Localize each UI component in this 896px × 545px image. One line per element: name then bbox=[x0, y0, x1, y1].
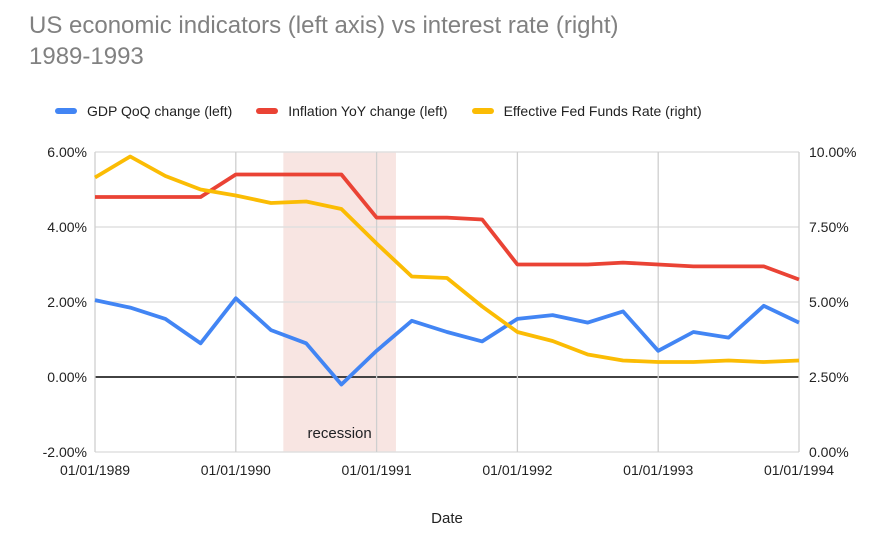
x-axis-tick-label: 01/01/1992 bbox=[482, 462, 552, 478]
line-chart: 6.00% 4.00% 2.00% 0.00% -2.00% 10.00% 7.50% 5.0… bbox=[43, 144, 857, 527]
gdp-legend-marker-icon bbox=[55, 108, 77, 114]
y-axis-left-tick-label: 0.00% bbox=[47, 369, 87, 385]
fed-funds-line bbox=[94, 154, 800, 364]
y-axis-left-tick-label: 2.00% bbox=[47, 294, 87, 310]
y-axis-right-tick-label: 5.00% bbox=[809, 294, 849, 310]
chart-title-line-1: US economic indicators (left axis) vs in… bbox=[29, 12, 619, 39]
legend-label-fed-funds: Effective Fed Funds Rate (right) bbox=[503, 103, 702, 119]
y-axis-left-tick-label: -2.00% bbox=[43, 444, 87, 460]
y-axis-right-tick-label: 10.00% bbox=[809, 144, 856, 160]
y-axis-left-tick-label: 6.00% bbox=[47, 144, 87, 160]
y-axis-left-tick-label: 4.00% bbox=[47, 219, 87, 235]
x-axis-tick-label: 01/01/1994 bbox=[764, 462, 834, 478]
y-axis-right-tick-label: 0.00% bbox=[809, 444, 849, 460]
x-axis-tick-label: 01/01/1989 bbox=[60, 462, 130, 478]
recession-label: recession bbox=[308, 425, 372, 442]
legend-label-gdp: GDP QoQ change (left) bbox=[87, 103, 233, 119]
x-axis-tick-label: 01/01/1993 bbox=[623, 462, 693, 478]
chart-title: US economic indicators (left axis) vs in… bbox=[29, 10, 859, 72]
inflation-line bbox=[95, 172, 800, 282]
inflation-legend-marker-icon bbox=[256, 108, 279, 114]
x-axis-tick-label: 01/01/1991 bbox=[342, 462, 412, 478]
x-axis-title: Date bbox=[431, 510, 463, 527]
legend: GDP QoQ change (left) Inflation YoY chan… bbox=[55, 103, 702, 119]
gdp-line bbox=[94, 296, 800, 387]
legend-label-inflation: Inflation YoY change (left) bbox=[288, 103, 448, 119]
x-axis-tick-label: 01/01/1990 bbox=[201, 462, 271, 478]
y-axis-right-tick-label: 7.50% bbox=[809, 219, 849, 235]
legend-item-gdp: GDP QoQ change (left) bbox=[55, 103, 232, 119]
y-axis-right-tick-label: 2.50% bbox=[809, 369, 849, 385]
chart-title-line-2: 1989-1993 bbox=[29, 43, 144, 70]
legend-item-inflation: Inflation YoY change (left) bbox=[256, 103, 448, 119]
fed-funds-legend-marker-icon bbox=[471, 108, 494, 114]
legend-item-fed-funds: Effective Fed Funds Rate (right) bbox=[471, 103, 702, 119]
